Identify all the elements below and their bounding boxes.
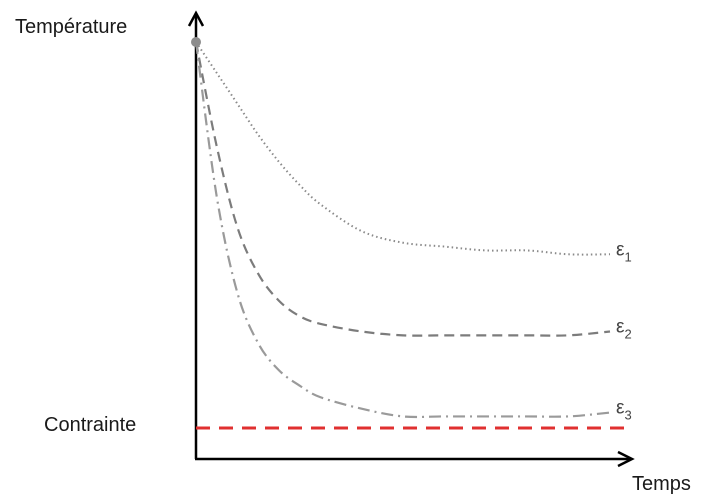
x-axis-label: Temps [632, 473, 691, 495]
series-label-subscript: 1 [624, 249, 631, 264]
x-axis-arrow-icon [617, 450, 635, 468]
series-line-2 [194, 41, 611, 337]
series-line-1 [195, 41, 611, 256]
series-label-3: ε3 [616, 398, 632, 423]
series-label-subscript: 3 [624, 408, 631, 423]
constraint-label: Contrainte [44, 414, 136, 436]
start-point [191, 37, 201, 47]
series-label-1: ε1 [616, 239, 632, 264]
y-axis-arrow-icon [187, 10, 205, 27]
series-label-subscript: 2 [624, 327, 631, 342]
y-axis-label: Température [15, 16, 127, 38]
series-label-2: ε2 [616, 317, 632, 342]
series-line-3 [194, 41, 611, 419]
